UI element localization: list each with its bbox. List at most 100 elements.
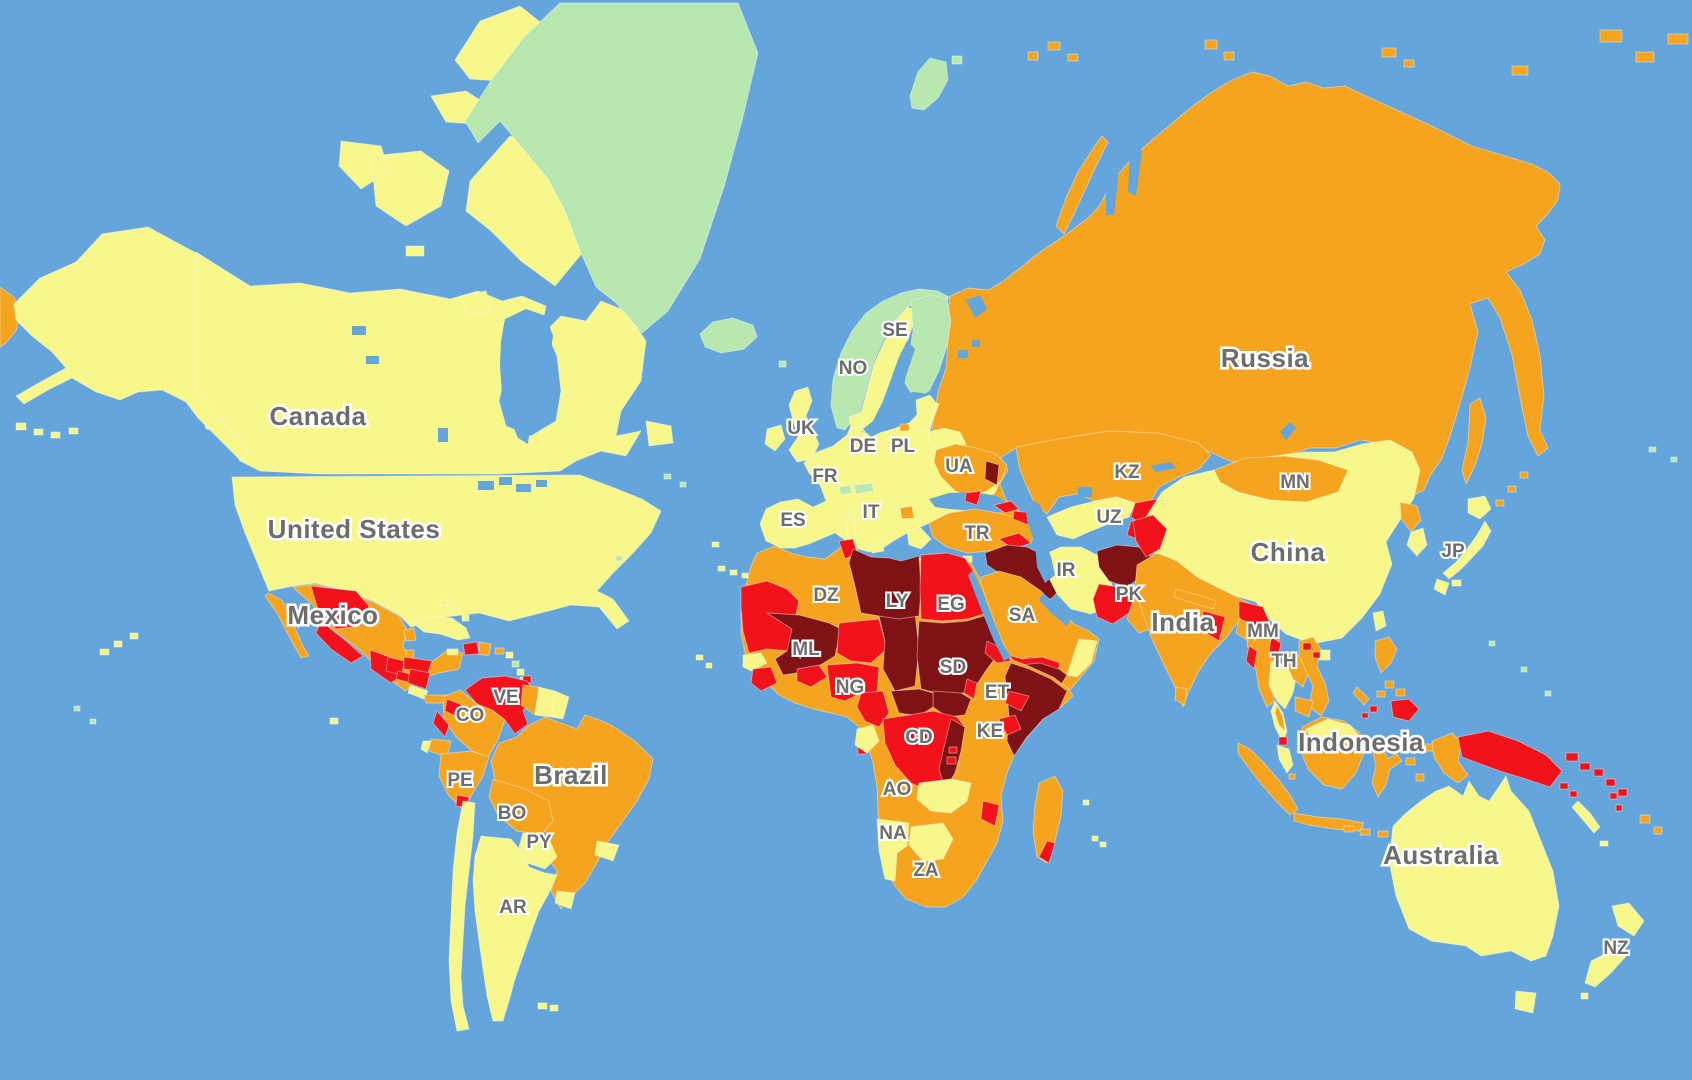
country-georgia[interactable]: [993, 500, 1020, 514]
bermuda-icon[interactable]: [615, 555, 623, 562]
country-central-african-republic[interactable]: [890, 688, 934, 717]
maluku-icon[interactable]: [1405, 743, 1434, 782]
island-tasmania[interactable]: [1514, 990, 1537, 1014]
azores-icon[interactable]: [663, 473, 687, 488]
ethiopia-west-patch[interactable]: [963, 678, 978, 700]
borneo-malaysia-strip[interactable]: [1305, 718, 1361, 744]
country-namibia[interactable]: [876, 818, 910, 882]
vanuatu-icon[interactable]: [1609, 792, 1623, 812]
country-norway[interactable]: [830, 288, 950, 431]
country-libya[interactable]: [848, 548, 922, 620]
visayas-icon[interactable]: [1376, 680, 1406, 698]
country-senegal[interactable]: [742, 652, 768, 672]
mascarene-islands-icon[interactable]: [1082, 799, 1107, 848]
new-caledonia-icon[interactable]: [1571, 800, 1609, 847]
galapagos-icon[interactable]: [329, 717, 339, 725]
italy-islands-icon[interactable]: [845, 505, 885, 554]
ecuador-coast[interactable]: [420, 740, 432, 754]
state-alaska[interactable]: [13, 226, 249, 461]
cape-verde-icon[interactable]: [695, 654, 713, 669]
colombia-red-patches[interactable]: [432, 698, 463, 738]
baja-california[interactable]: [264, 592, 310, 659]
island-mindanao[interactable]: [1390, 698, 1420, 722]
region-rwanda-burundi[interactable]: [946, 746, 958, 765]
country-paraguay[interactable]: [518, 832, 558, 870]
region-west-papua[interactable]: [1431, 732, 1469, 784]
country-chad[interactable]: [878, 612, 920, 692]
country-bolivia[interactable]: [488, 778, 554, 836]
country-iceland[interactable]: [699, 317, 758, 354]
ogaden-patch[interactable]: [1004, 690, 1030, 712]
country-cameroon[interactable]: [856, 690, 890, 728]
myanmar-west-strip[interactable]: [1245, 645, 1258, 670]
country-north-korea[interactable]: [1399, 501, 1422, 533]
region-baltics[interactable]: [913, 394, 937, 432]
country-united-states[interactable]: [231, 474, 662, 630]
island-sumatra[interactable]: [1237, 742, 1299, 816]
region-western-europe[interactable]: [759, 398, 1002, 553]
antilles-yellow-icon[interactable]: [505, 651, 525, 676]
country-peru[interactable]: [438, 750, 490, 810]
vietnam-north-spots[interactable]: [1302, 642, 1321, 659]
country-chukotka-wrap[interactable]: [0, 286, 21, 348]
country-vietnam[interactable]: [1298, 636, 1330, 717]
country-greenland[interactable]: [464, 2, 759, 334]
island-jamaica[interactable]: [446, 648, 459, 656]
country-mongolia[interactable]: [1213, 455, 1349, 503]
country-sri-lanka[interactable]: [1174, 686, 1188, 706]
country-singapore[interactable]: [1288, 773, 1296, 780]
falklands-icon[interactable]: [537, 1002, 559, 1012]
country-switzerland[interactable]: [838, 484, 853, 496]
country-australia[interactable]: [1388, 775, 1560, 962]
country-sudan[interactable]: [916, 614, 1000, 696]
country-south-korea[interactable]: [1406, 527, 1428, 557]
country-french-guiana[interactable]: [550, 690, 570, 720]
country-botswana[interactable]: [908, 822, 954, 862]
country-burkina-faso[interactable]: [796, 664, 828, 688]
country-ireland[interactable]: [764, 424, 786, 452]
brazil-south-yellow[interactable]: [594, 840, 620, 862]
arctic-islands-icon[interactable]: [1027, 29, 1689, 235]
solomon-islands-icon[interactable]: [1559, 768, 1628, 798]
region-kashmir[interactable]: [1132, 514, 1168, 558]
pacific-islands-icon[interactable]: [73, 446, 1678, 725]
country-taiwan[interactable]: [1372, 610, 1387, 632]
thailand-upper-south[interactable]: [1274, 704, 1286, 732]
country-canada[interactable]: [195, 251, 647, 475]
sulu-icon[interactable]: [1361, 705, 1378, 719]
country-guinea[interactable]: [750, 666, 778, 692]
country-uk[interactable]: [788, 386, 820, 463]
country-india[interactable]: [1134, 552, 1266, 708]
region-kenya-northeast[interactable]: [998, 714, 1022, 736]
region-donbas[interactable]: [984, 460, 1000, 486]
region-madagascar-south[interactable]: [1038, 840, 1056, 864]
region-crimea[interactable]: [964, 490, 982, 506]
country-japan[interactable]: [1433, 495, 1492, 596]
fiji-icon[interactable]: [1639, 814, 1663, 835]
hawaii-icon[interactable]: [99, 632, 139, 656]
island-puerto-rico[interactable]: [494, 647, 505, 655]
island-sulawesi[interactable]: [1371, 744, 1403, 798]
country-zambia[interactable]: [916, 778, 972, 814]
country-nepal[interactable]: [1173, 588, 1217, 610]
country-oman[interactable]: [1066, 638, 1098, 678]
bahamas-icon[interactable]: [439, 599, 470, 622]
country-denmark[interactable]: [848, 412, 864, 430]
aleutians-icon[interactable]: [15, 422, 79, 439]
country-chile[interactable]: [448, 800, 476, 1032]
kuril-islands-icon[interactable]: [1495, 471, 1529, 507]
country-niger[interactable]: [836, 618, 888, 664]
region-pakistan-west[interactable]: [1092, 583, 1136, 625]
country-sakhalin[interactable]: [1461, 397, 1487, 485]
island-luzon[interactable]: [1374, 636, 1398, 674]
region-uzbekistan-turkmenistan[interactable]: [1046, 496, 1136, 540]
country-cambodia[interactable]: [1294, 696, 1314, 718]
country-gabon[interactable]: [854, 724, 880, 754]
country-kaliningrad[interactable]: [899, 423, 910, 432]
island-newfoundland[interactable]: [645, 420, 674, 447]
country-dominican-republic[interactable]: [478, 641, 492, 657]
country-svalbard[interactable]: [909, 55, 963, 111]
cuba-west-tip[interactable]: [403, 627, 417, 642]
island-palawan[interactable]: [1352, 686, 1370, 706]
